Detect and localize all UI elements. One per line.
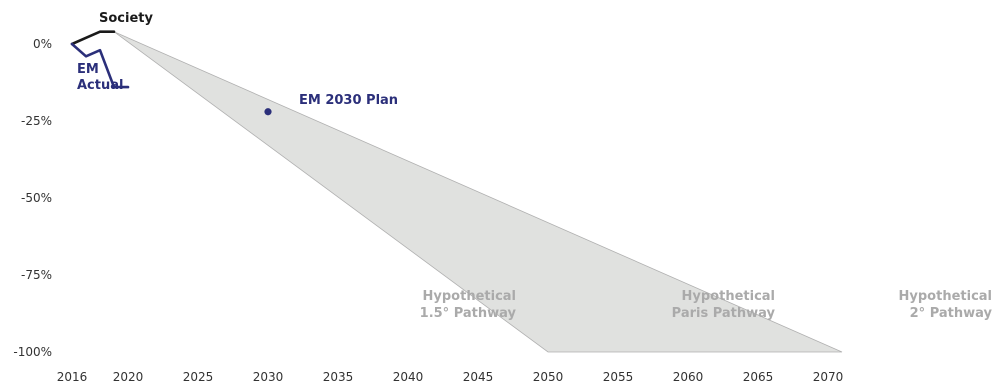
x-tick-label: 2050 <box>533 370 564 384</box>
y-axis: 0% -25% -50% -75% -100% <box>13 37 52 359</box>
pathway-annotation: Hypothetical <box>682 289 775 304</box>
series-label: Society <box>99 11 153 26</box>
x-tick-label: 2020 <box>113 370 144 384</box>
y-tick-label: -75% <box>21 268 52 282</box>
series-line <box>70 42 130 89</box>
y-tick-label: -25% <box>21 114 52 128</box>
x-axis: 2016 2020 2025 2030 2035 2040 2045 2050 2055 2060… <box>57 370 844 384</box>
plan-point <box>264 108 272 116</box>
x-tick-label: 2016 <box>57 370 88 384</box>
point-label: EM 2030 Plan <box>299 93 398 108</box>
annotations-layer: Hypothetical 1.5° Pathway Hypothetical Pari… <box>420 289 993 321</box>
y-tick-label: -50% <box>21 191 52 205</box>
series-label: EM <box>77 62 99 77</box>
pathway-annotation: Paris Pathway <box>672 306 776 321</box>
pathway-annotation: Hypothetical <box>899 289 992 304</box>
pathway-annotation: 2° Pathway <box>910 306 993 321</box>
pathway-annotation: 1.5° Pathway <box>420 306 517 321</box>
series-layer <box>70 30 130 89</box>
series-label: Actual <box>77 78 123 93</box>
series-line <box>70 30 116 46</box>
x-tick-label: 2040 <box>393 370 424 384</box>
y-tick-label: -100% <box>13 345 52 359</box>
x-tick-label: 2035 <box>323 370 354 384</box>
x-tick-label: 2055 <box>603 370 634 384</box>
pathway-area-layer <box>113 31 843 353</box>
x-tick-label: 2025 <box>183 370 214 384</box>
points-layer <box>264 108 272 116</box>
x-tick-label: 2060 <box>673 370 704 384</box>
x-tick-label: 2065 <box>743 370 774 384</box>
y-tick-label: 0% <box>33 37 52 51</box>
pathway-area <box>113 31 843 353</box>
x-tick-label: 2070 <box>813 370 844 384</box>
x-tick-label: 2030 <box>253 370 284 384</box>
x-tick-label: 2045 <box>463 370 494 384</box>
pathway-annotation: Hypothetical <box>423 289 516 304</box>
